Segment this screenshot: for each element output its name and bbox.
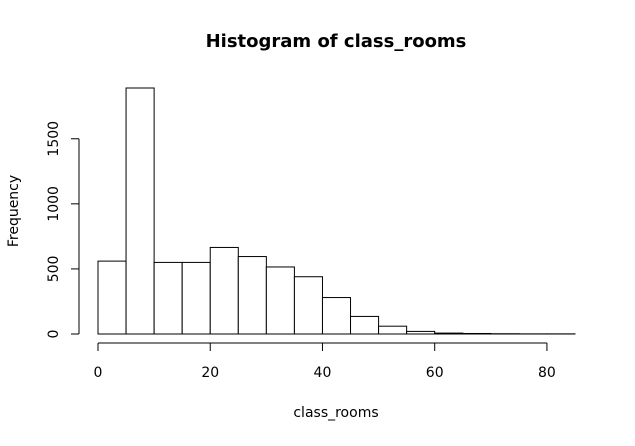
y-tick-label-1: 500: [46, 256, 62, 283]
histogram-bar-7: [294, 277, 322, 334]
y-tick-label-2: 1000: [46, 186, 62, 222]
chart-title: Histogram of class_rooms: [206, 31, 467, 52]
histogram-bar-6: [266, 267, 294, 334]
y-tick-label-0: 0: [46, 330, 62, 339]
x-axis-label: class_rooms: [293, 405, 378, 421]
histogram-bar-4: [210, 247, 238, 334]
histogram-bar-0: [98, 261, 126, 334]
x-tick-label-2: 40: [314, 365, 332, 381]
y-tick-label-3: 1500: [46, 121, 62, 157]
histogram-bar-2: [154, 262, 182, 334]
x-tick-label-1: 20: [201, 365, 219, 381]
y-axis: 0 500 1000 1500: [46, 121, 79, 339]
histogram-bar-5: [238, 257, 266, 334]
histogram-bar-8: [322, 298, 350, 334]
histogram-bar-9: [351, 316, 379, 334]
histogram-bar-11: [407, 331, 435, 334]
histogram-bar-10: [379, 326, 407, 334]
x-axis: 0 20 40 60 80: [94, 343, 556, 381]
histogram-bar-13: [463, 333, 491, 334]
histogram-bar-1: [126, 88, 154, 334]
x-tick-label-0: 0: [94, 365, 103, 381]
histogram-bar-12: [435, 333, 463, 334]
x-tick-label-4: 80: [538, 365, 556, 381]
x-tick-label-3: 60: [426, 365, 444, 381]
bars-layer: [98, 88, 575, 334]
y-axis-label: Frequency: [6, 175, 22, 247]
histogram-bar-3: [182, 262, 210, 334]
